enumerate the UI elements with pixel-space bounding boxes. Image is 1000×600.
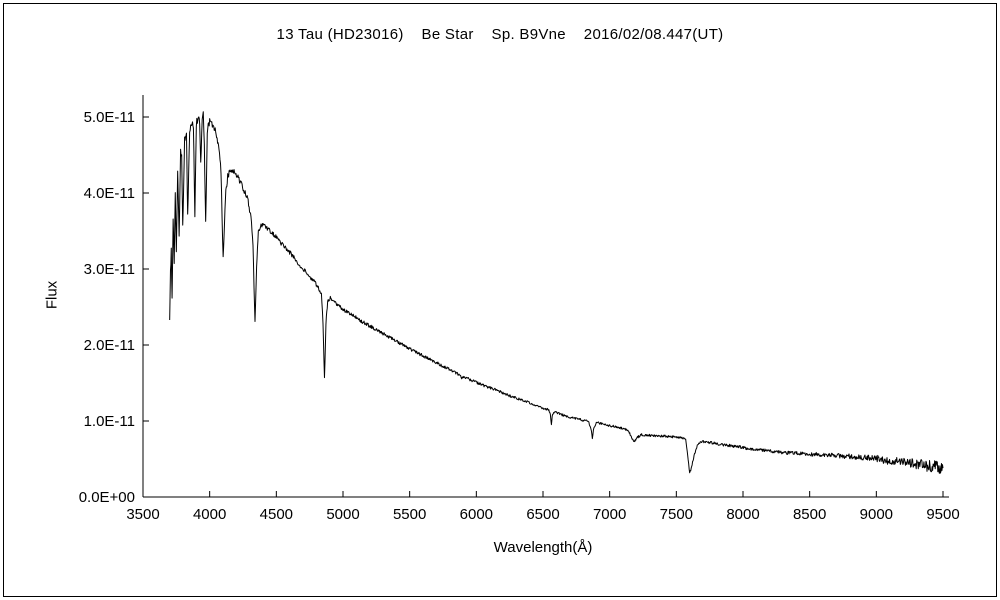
x-tick-label: 8000: [726, 506, 759, 523]
y-tick-label: 2.0E-11: [84, 337, 135, 354]
y-tick-label: 3.0E-11: [84, 261, 135, 278]
x-tick-label: 8500: [793, 506, 826, 523]
y-tick-label: 0.0E+00: [79, 489, 135, 506]
x-tick-label: 4000: [193, 506, 226, 523]
y-tick-label: 1.0E-11: [84, 413, 135, 430]
x-tick-label: 9500: [926, 506, 959, 523]
x-tick-label: 3500: [126, 506, 159, 523]
x-tick-label: 4500: [260, 506, 293, 523]
x-tick-label: 7000: [593, 506, 626, 523]
y-tick-label: 5.0E-11: [84, 109, 135, 126]
x-tick-label: 5000: [326, 506, 359, 523]
x-tick-label: 6500: [526, 506, 559, 523]
spectrum-line: [169, 111, 944, 474]
x-tick-label: 5500: [393, 506, 426, 523]
x-axis-label: Wavelength(Å): [493, 539, 593, 556]
chart-title: 13 Tau (HD23016) Be Star Sp. B9Vne 2016/…: [276, 26, 724, 43]
x-tick-label: 7500: [660, 506, 693, 523]
x-tick-label: 6000: [460, 506, 493, 523]
y-tick-label: 4.0E-11: [84, 185, 135, 202]
x-tick-label: 9000: [860, 506, 893, 523]
